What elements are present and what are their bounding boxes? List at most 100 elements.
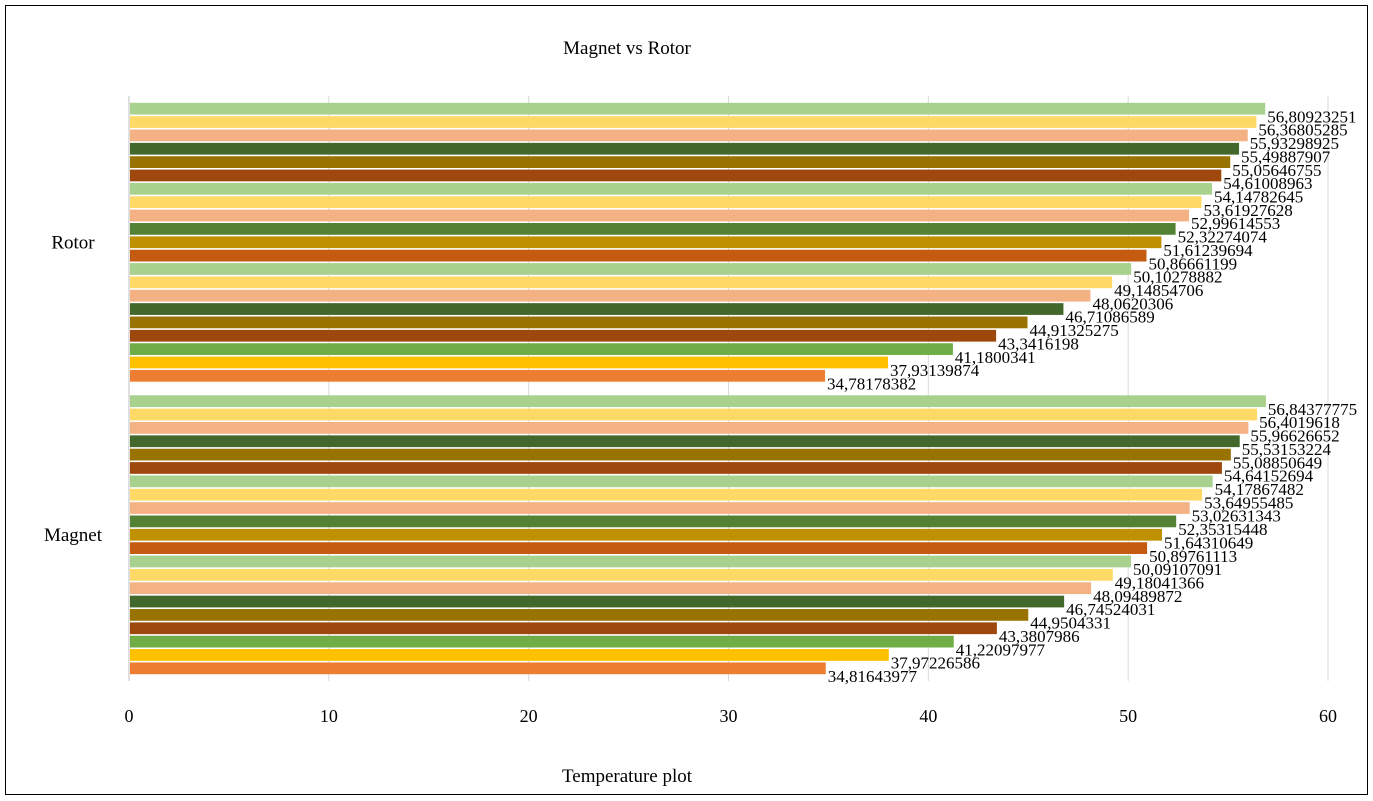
data-label: 48,0620306 [1092,294,1173,313]
data-label: 37,93139874 [890,361,980,380]
bar [130,622,997,635]
data-labels: 34,7817838237,9313987441,180034143,34161… [827,107,1357,686]
bar [130,609,1029,621]
bar [130,435,1240,448]
x-tick-label: 50 [1119,706,1137,726]
bar [130,649,889,661]
bar [130,209,1190,222]
data-label: 41,22097977 [956,640,1046,659]
bar [130,395,1266,408]
data-label: 49,18041366 [1115,574,1204,593]
bar [130,528,1163,541]
data-label: 48,09489872 [1093,587,1182,606]
data-label: 52,32274074 [1178,228,1268,247]
bar [130,582,1092,595]
x-tick-label: 0 [125,706,134,726]
x-tick-label: 10 [320,706,338,726]
bar [130,502,1190,514]
bar [130,249,1147,262]
x-tick-label: 60 [1319,706,1337,726]
bar [130,635,954,648]
chart-title: Magnet vs Rotor [563,38,691,59]
bar-chart: 34,7817838237,9313987441,180034143,34161… [44,38,1357,787]
bar [130,276,1113,289]
bar [130,488,1203,501]
data-label: 50,10278882 [1133,268,1222,287]
bar [130,303,1064,315]
data-label: 55,93298925 [1250,134,1339,153]
bar [130,408,1258,421]
bar [130,343,953,355]
bar [130,263,1132,275]
data-label: 46,74524031 [1066,600,1155,619]
data-label: 34,78178382 [827,375,916,394]
data-label: 41,1800341 [955,348,1036,367]
data-label: 52,99614553 [1191,214,1280,233]
bar [130,662,826,675]
data-label: 56,36805285 [1258,121,1347,140]
bar [130,182,1213,195]
data-label: 51,61239694 [1163,241,1253,260]
data-label: 53,02631343 [1192,507,1281,526]
data-label: 54,61008963 [1223,174,1312,193]
data-label: 50,09107091 [1133,560,1222,579]
category-labels: Rotor Magnet [44,232,103,546]
bar [130,448,1231,461]
bar [130,515,1177,528]
bar [130,356,888,369]
bar [130,462,1222,474]
data-label: 53,61927628 [1203,201,1292,220]
chart-frame: 34,78178382 37,93139874 41,1800341 43,34161… [5,5,1368,795]
x-axis-label: Temperature plot [562,766,693,787]
bar [130,329,997,342]
data-label: 50,86661199 [1148,254,1237,273]
data-label: 55,53153224 [1242,440,1332,459]
data-label: 50,89761113 [1149,547,1237,566]
data-label: 54,17867482 [1215,480,1304,499]
bar [130,369,826,382]
data-label: 54,14782645 [1214,188,1303,207]
bar [130,142,1240,155]
x-tick-label: 20 [520,706,538,726]
x-tick-labels: 0 10 20 30 40 50 60 [125,706,1338,726]
bar [130,169,1222,182]
bar [130,568,1113,581]
data-label: 56,80923251 [1267,107,1356,126]
data-label: 52,35315448 [1178,520,1267,539]
bar [130,196,1202,209]
bar [130,475,1213,488]
data-label: 44,91325275 [1030,321,1119,340]
bar [130,102,1266,115]
data-label: 55,49887907 [1241,147,1331,166]
x-tick-label: 40 [919,706,937,726]
bar [130,422,1249,434]
bar [130,595,1065,608]
category-label: Magnet [44,525,103,546]
data-label: 34,81643977 [828,667,918,686]
bar [130,289,1091,302]
data-label: 56,84377775 [1268,400,1357,419]
bar [130,542,1148,554]
data-label: 55,05646755 [1232,161,1321,180]
bar-marks [130,102,1266,675]
bar [130,223,1176,235]
data-label: 46,71086589 [1065,308,1154,327]
data-label: 37,97226586 [891,654,980,673]
category-label: Rotor [51,232,95,253]
bar [130,129,1248,142]
data-label: 43,3807986 [999,627,1080,646]
data-label: 55,96626652 [1250,427,1339,446]
data-label: 55,08850649 [1233,453,1322,472]
bar [130,316,1028,329]
data-label: 43,3416198 [998,334,1079,353]
bar [130,236,1162,249]
data-label: 56,4019618 [1259,413,1340,432]
data-label: 49,14854706 [1114,281,1203,300]
data-label: 54,64152694 [1224,467,1314,486]
data-label: 53,64955485 [1204,493,1293,512]
data-label: 51,64310649 [1164,533,1253,552]
data-label: 44,9504331 [1030,614,1111,633]
x-tick-label: 30 [720,706,738,726]
bar [130,116,1257,128]
bar [130,555,1131,568]
